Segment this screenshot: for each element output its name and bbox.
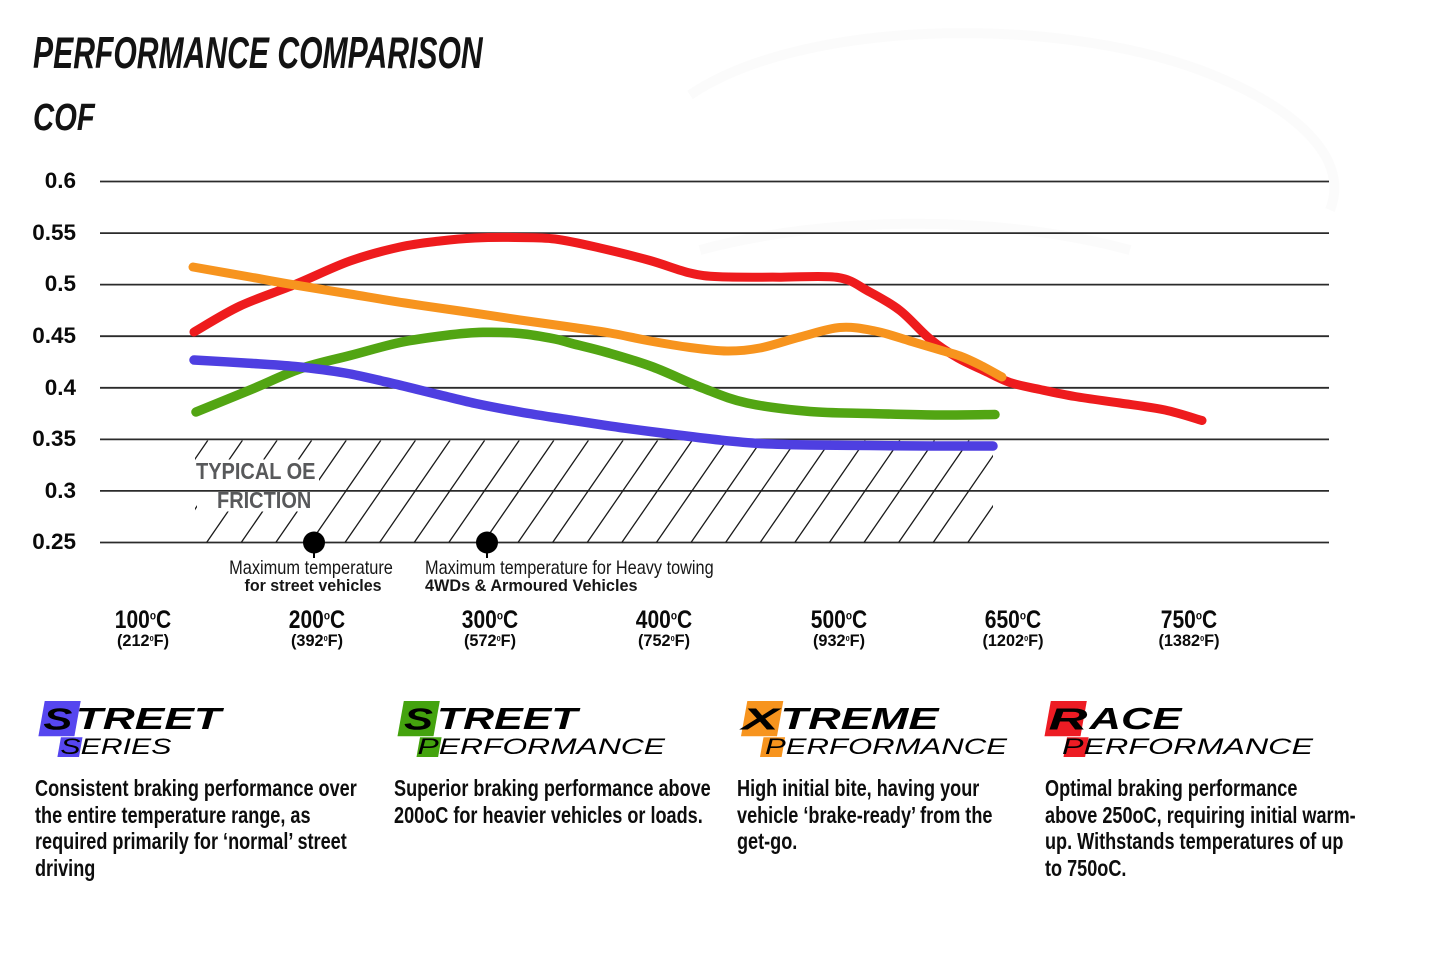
svg-text:TREME: TREME <box>781 701 941 736</box>
svg-text:S: S <box>43 702 72 737</box>
svg-text:R: R <box>1049 702 1089 737</box>
svg-text:PERFORMANCE: PERFORMANCE <box>765 734 1008 759</box>
svg-text:PERFORMANCE: PERFORMANCE <box>418 734 667 759</box>
svg-text:TREET: TREET <box>76 701 226 736</box>
svg-text:TREET: TREET <box>437 701 582 736</box>
svg-text:X: X <box>738 702 783 737</box>
svg-text:ACE: ACE <box>1088 701 1183 736</box>
svg-text:SERIES: SERIES <box>60 734 171 759</box>
svg-text:PERFORMANCE: PERFORMANCE <box>1062 734 1314 759</box>
svg-text:S: S <box>404 702 433 737</box>
